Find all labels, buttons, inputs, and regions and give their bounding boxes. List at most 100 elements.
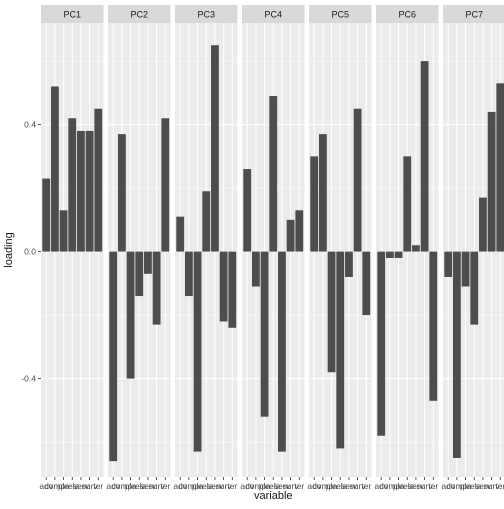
y-tick-label: -0.4 <box>21 374 36 384</box>
x-tick-label: ter <box>428 481 438 491</box>
bar-pc1-rela <box>68 118 77 252</box>
x-tick-label: comp <box>44 481 65 491</box>
x-tick-label: comp <box>111 481 132 491</box>
facet-strip <box>41 5 104 23</box>
x-tick-label: serv <box>274 481 291 491</box>
x-tick-label: serv <box>408 481 425 491</box>
facet-strip-label: PC3 <box>197 10 215 20</box>
facet-strip <box>443 5 504 23</box>
x-tick-label: ter <box>294 481 304 491</box>
x-tick-label: serv <box>475 481 492 491</box>
bar-pc7-ter <box>496 83 504 252</box>
bar-pc5-serv <box>345 251 353 277</box>
bar-pc7-rela <box>470 251 479 325</box>
bar-pc5-surv <box>353 108 362 252</box>
x-tick-label: adv <box>307 481 321 491</box>
bar-pc7-surv <box>487 111 496 252</box>
bar-pc3-rela <box>202 191 211 252</box>
bar-pc6-surv <box>420 61 429 252</box>
bar-pc4-comp <box>251 251 260 287</box>
facet-strip-label: PC4 <box>264 10 282 20</box>
bar-pc1-adv <box>42 178 51 252</box>
bar-pc7-adv <box>444 251 453 277</box>
facet-strip <box>242 5 305 23</box>
x-tick-label: comp <box>379 481 400 491</box>
facet-strip-label: PC7 <box>465 10 483 20</box>
x-tick-label: adv <box>374 481 388 491</box>
x-tick-label: comp <box>245 481 266 491</box>
x-tick-label: rela <box>333 481 347 491</box>
bar-pc5-adv <box>310 156 319 252</box>
x-tick-label: comp <box>312 481 333 491</box>
bar-pc2-serv <box>144 251 152 274</box>
bar-pc6-serv <box>412 245 420 252</box>
bar-pc5-rela <box>336 251 345 449</box>
facet-strip <box>108 5 171 23</box>
x-tick-label: rela <box>132 481 146 491</box>
x-tick-label: rela <box>266 481 280 491</box>
bar-pc1-surv <box>85 130 94 252</box>
x-tick-label: pla <box>393 481 405 491</box>
bar-pc6-adv <box>377 251 386 436</box>
x-tick-label: surv <box>417 481 434 491</box>
facet-strip-label: PC2 <box>130 10 148 20</box>
bar-pc5-comp <box>318 134 327 252</box>
bar-pc2-rela <box>135 251 144 297</box>
bar-pc5-pla <box>327 251 336 373</box>
facet-strip-label: PC1 <box>63 10 81 20</box>
bar-pc3-ter <box>228 251 237 328</box>
facet-strip <box>175 5 238 23</box>
x-tick-label: adv <box>240 481 254 491</box>
bar-pc1-pla <box>59 210 68 252</box>
facet-strip <box>309 5 372 23</box>
x-tick-label: rela <box>400 481 414 491</box>
bar-pc3-adv <box>176 216 185 252</box>
bar-pc4-pla <box>260 251 269 417</box>
facet-panels: PC1advcompplarelaservsurvterPC2advcomppl… <box>39 5 504 491</box>
bar-pc1-serv <box>77 130 85 252</box>
y-tick-label: 0.4 <box>24 120 36 130</box>
bar-pc4-serv <box>278 251 286 452</box>
x-tick-label: ter <box>495 481 504 491</box>
x-tick-label: comp <box>178 481 199 491</box>
bar-pc1-ter <box>94 108 103 252</box>
bar-pc2-comp <box>117 134 126 252</box>
facet-strip <box>376 5 439 23</box>
bar-pc4-surv <box>286 219 295 252</box>
x-tick-label: pla <box>192 481 204 491</box>
x-tick-label: pla <box>460 481 472 491</box>
bar-pc2-surv <box>152 251 161 325</box>
x-axis-title: variable <box>254 490 293 502</box>
x-tick-label: pla <box>259 481 271 491</box>
bar-pc3-pla <box>193 251 202 452</box>
x-tick-label: adv <box>106 481 120 491</box>
x-tick-label: surv <box>149 481 166 491</box>
x-tick-label: ter <box>361 481 371 491</box>
x-tick-label: rela <box>199 481 213 491</box>
bar-pc6-pla <box>394 251 403 258</box>
bar-pc4-ter <box>295 210 304 252</box>
x-tick-label: surv <box>350 481 367 491</box>
bar-pc3-surv <box>219 251 228 322</box>
x-tick-label: pla <box>326 481 338 491</box>
bar-pc7-pla <box>461 251 470 287</box>
x-tick-label: serv <box>341 481 358 491</box>
bar-pc4-adv <box>243 169 252 252</box>
x-tick-label: surv <box>216 481 233 491</box>
y-axis-title: loading <box>3 232 15 267</box>
bar-pc7-comp <box>452 251 461 458</box>
bar-pc5-ter <box>362 251 371 316</box>
bar-pc6-ter <box>429 251 438 401</box>
bar-pc3-comp <box>184 251 193 297</box>
x-tick-label: ter <box>93 481 103 491</box>
bar-pc4-rela <box>269 96 278 252</box>
x-tick-label: surv <box>283 481 300 491</box>
x-tick-label: adv <box>173 481 187 491</box>
x-tick-label: rela <box>467 481 481 491</box>
